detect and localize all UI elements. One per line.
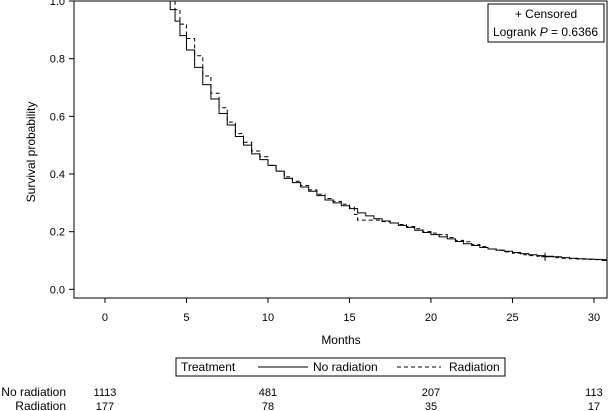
- x-axis-label: Months: [321, 333, 360, 347]
- risk-count: 17: [588, 401, 600, 411]
- series-line-radiation: [104, 0, 608, 261]
- annotation-frame: [487, 3, 605, 43]
- risk-count: 177: [96, 401, 114, 411]
- x-tick-label: 30: [588, 312, 600, 324]
- censor-marks: [541, 252, 550, 261]
- series-line-no-radiation: [104, 0, 608, 262]
- x-tick-label: 25: [506, 312, 518, 324]
- legend: Treatment No radiation Radiation: [175, 357, 506, 377]
- legend-title: Treatment: [181, 360, 236, 374]
- censored-note: + Censored: [515, 7, 577, 21]
- annotation-box: + Censored Logrank P = 0.6366: [487, 3, 605, 43]
- y-tick-label: 0.4: [50, 169, 65, 181]
- legend-entry-no-radiation: No radiation: [313, 360, 378, 374]
- x-tick-label: 15: [343, 312, 355, 324]
- y-tick-label: 0.6: [50, 111, 65, 123]
- risk-row-label-radiation: Radiation: [15, 399, 66, 411]
- risk-count: 78: [262, 401, 274, 411]
- x-tick-label: 0: [102, 312, 108, 324]
- plot-frame: [73, 0, 608, 299]
- x-tick-label: 10: [262, 312, 274, 324]
- y-tick-label: 0.0: [50, 284, 65, 296]
- x-axis: 0 5 10 15 20 25 30: [102, 298, 600, 324]
- x-tick-label: 20: [425, 312, 437, 324]
- survival-curves: [104, 0, 608, 262]
- risk-table: No radiation Radiation 1113 481 207 113 177 7…: [1, 385, 602, 411]
- legend-frame: [175, 357, 506, 377]
- risk-count: 207: [422, 387, 440, 399]
- x-tick-label: 5: [183, 312, 189, 324]
- legend-entry-radiation: Radiation: [449, 360, 500, 374]
- y-tick-label: 0.2: [50, 227, 65, 239]
- risk-count: 1113: [94, 387, 117, 399]
- risk-count: 35: [425, 401, 437, 411]
- censor-mark: [541, 252, 550, 261]
- risk-count: 113: [585, 387, 603, 399]
- y-tick-label: 0.8: [50, 54, 65, 66]
- y-tick-label: 1.0: [50, 0, 65, 8]
- risk-count: 481: [259, 387, 277, 399]
- y-axis: 0.0 0.2 0.4 0.6 0.8 1.0: [50, 0, 74, 296]
- y-axis-label: Survival probability: [24, 102, 38, 203]
- risk-counts: 1113 481 207 113 177 78 35 17: [94, 387, 603, 411]
- risk-row-label-no-radiation: No radiation: [1, 385, 66, 399]
- logrank-note: Logrank P = 0.6366: [493, 25, 598, 39]
